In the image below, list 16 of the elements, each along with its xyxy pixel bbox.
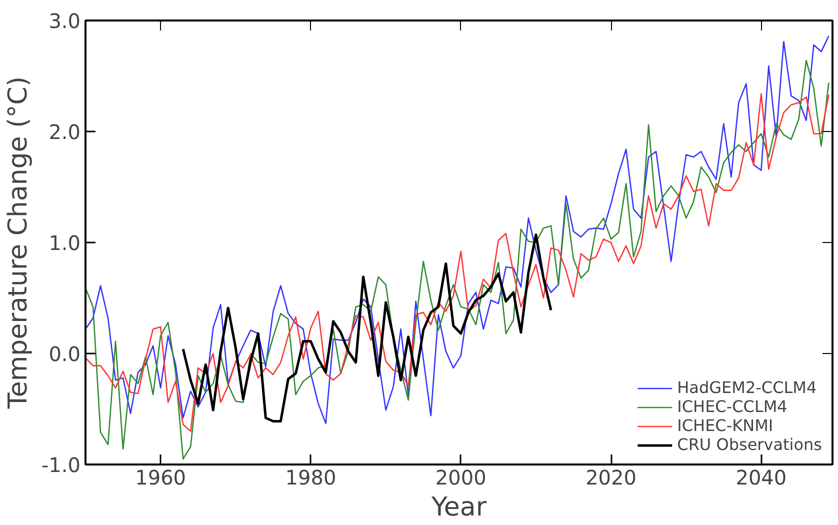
y-tick-label: -1.0 bbox=[41, 453, 81, 477]
legend-label: ICHEC-CCLM4 bbox=[677, 397, 788, 416]
legend-label: CRU Observations bbox=[677, 435, 822, 454]
y-tick-label: 0.0 bbox=[48, 342, 81, 366]
x-tick-label: 1980 bbox=[285, 466, 336, 490]
x-tick-label: 1960 bbox=[135, 466, 186, 490]
legend-label: HadGEM2-CCLM4 bbox=[677, 378, 817, 397]
y-tick-label: 3.0 bbox=[48, 9, 81, 33]
x-tick-label: 2000 bbox=[435, 466, 486, 490]
y-tick-label: 2.0 bbox=[48, 120, 81, 144]
legend-label: ICHEC-KNMI bbox=[677, 416, 774, 435]
y-tick-label: 1.0 bbox=[48, 231, 81, 255]
y-axis-title: Temperature Change (°C) bbox=[3, 76, 34, 410]
x-axis-title: Year bbox=[430, 492, 487, 522]
x-tick-label: 2020 bbox=[586, 466, 636, 490]
x-tick-label: 2040 bbox=[736, 466, 787, 490]
